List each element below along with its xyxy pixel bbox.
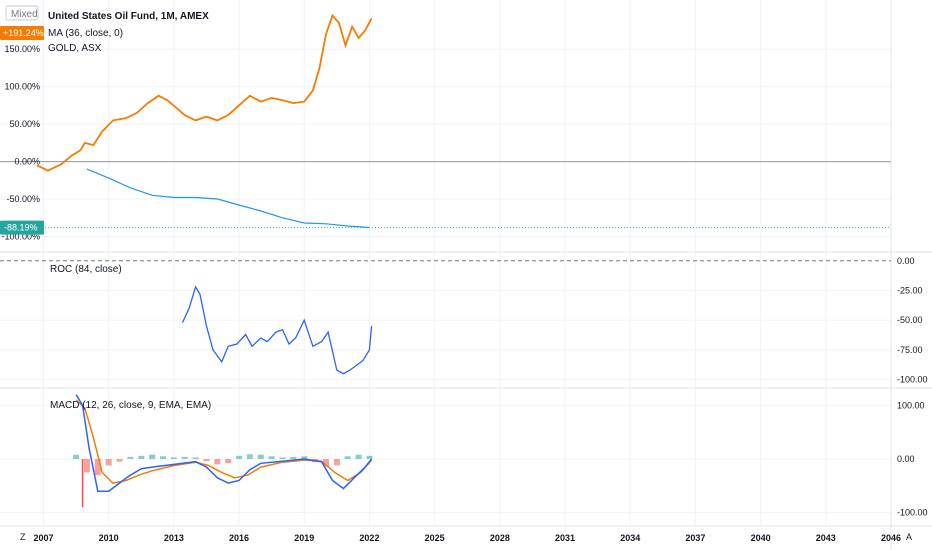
ma-value-badge: -88.19% [0, 220, 44, 235]
main-y-tick-label: 50.00% [9, 119, 40, 129]
x-tick-label: 2043 [816, 533, 836, 543]
main-y-tick-label: 0.00% [14, 157, 40, 167]
x-tick-label: 2013 [164, 533, 184, 543]
macd-line[interactable] [75, 394, 373, 492]
ma-series-line[interactable] [86, 168, 370, 229]
main-y-tick-label: -100.00% [1, 232, 40, 242]
roc-y-tick-label: -75.00 [897, 345, 923, 355]
macd-histogram-bar [116, 459, 123, 462]
roc-y-tick-label: -25.00 [897, 285, 923, 295]
macd-histogram-bar [366, 455, 373, 459]
main-y-tick-label: -50.00% [6, 194, 40, 204]
roc-pane: 0.00 -25.00 -50.00 -75.00 -100.00 [0, 256, 928, 385]
x-tick-label: 2031 [555, 533, 575, 543]
macd-histogram-bar [94, 459, 101, 476]
x-tick-label: 2016 [229, 533, 249, 543]
main-y-tick-labels: 150.00% 100.00% 50.00% 0.00% -50.00% -100.00% [1, 44, 40, 241]
macd-histogram-bar [257, 454, 264, 459]
x-tick-label: 2034 [620, 533, 640, 543]
macd-histogram-bar [290, 456, 297, 459]
macd-y-tick-label: 0.00 [897, 454, 915, 464]
ma-legend[interactable]: MA (36, close, 0) [48, 28, 123, 39]
macd-histogram-bar [83, 459, 90, 473]
macd-histogram-bar [279, 457, 286, 459]
roc-y-tick-label: 0.00 [897, 256, 915, 266]
gold-legend[interactable]: GOLD, ASX [48, 43, 102, 54]
macd-pane: 100.00 0.00 -100.00 [73, 394, 928, 518]
roc-y-tick-labels: 0.00 -25.00 -50.00 -75.00 -100.00 [897, 256, 928, 385]
macd-histogram-bar [246, 454, 253, 459]
roc-series-line[interactable] [181, 285, 373, 375]
x-tick-label: 2040 [751, 533, 771, 543]
x-tick-label: 2022 [359, 533, 379, 543]
macd-histogram-bar [127, 456, 134, 459]
series-title[interactable]: United States Oil Fund, 1M, AMEX [48, 11, 209, 22]
main-y-tick-label: 150.00% [4, 44, 40, 54]
macd-histogram-bar [149, 454, 156, 459]
macd-histogram-bar [138, 455, 145, 459]
macd-histogram-bar [105, 459, 112, 466]
x-tick-label: 2046 [881, 533, 901, 543]
gold-series-line[interactable] [36, 13, 373, 172]
macd-histogram-bar [236, 455, 243, 459]
roc-y-tick-label: -100.00 [897, 375, 928, 385]
roc-legend[interactable]: ROC (84, close) [50, 264, 122, 275]
main-pane: 150.00% 100.00% 50.00% 0.00% -50.00% -100.00% [0, 13, 891, 242]
x-tick-label: 2019 [294, 533, 314, 543]
macd-histogram-bar [73, 454, 80, 459]
macd-signal-line[interactable] [75, 399, 373, 484]
scale-mode-button[interactable] [5, 5, 39, 21]
macd-histogram-bar [323, 459, 329, 467]
macd-histogram-bar [355, 454, 362, 459]
x-tick-label: 2010 [99, 533, 119, 543]
macd-legend[interactable]: MACD (12, 26, close, 9, EMA, EMA) [50, 400, 211, 411]
x-tick-label: 2025 [425, 533, 445, 543]
scale-mode-label[interactable]: Mixed [11, 9, 38, 20]
macd-histogram-bar [214, 459, 221, 465]
macd-y-tick-label: -100.00 [897, 508, 928, 518]
auto-scale-button[interactable]: A [906, 532, 912, 542]
x-tick-label: 2037 [685, 533, 705, 543]
time-axis[interactable]: 2007 2010 2013 2016 2019 2022 2025 2028 2031 2034… [33, 533, 901, 543]
time-zone-button[interactable]: Z [20, 532, 26, 542]
macd-histogram-bar [170, 457, 177, 459]
x-tick-label: 2007 [33, 533, 53, 543]
roc-y-tick-label: -50.00 [897, 315, 923, 325]
macd-histogram-bar [268, 456, 275, 459]
ma-value-text: -88.19% [4, 223, 38, 233]
macd-y-tick-labels: 100.00 0.00 -100.00 [897, 400, 928, 517]
macd-histogram [73, 454, 373, 508]
main-legend: Mixed United States Oil Fund, 1M, AMEX M… [5, 5, 209, 54]
gold-value-text: +191.24% [3, 28, 44, 38]
macd-histogram-bar [160, 456, 166, 459]
macd-histogram-bar [333, 459, 340, 466]
macd-histogram-bar [301, 456, 308, 459]
macd-histogram-bar [203, 459, 210, 462]
macd-histogram-bar [192, 457, 199, 459]
macd-impulse-bar [81, 459, 84, 508]
x-tick-label: 2028 [490, 533, 510, 543]
macd-histogram-bar [225, 459, 232, 464]
main-y-tick-label: 100.00% [4, 82, 40, 92]
gold-value-badge: +191.24% [0, 26, 44, 40]
macd-y-tick-label: 100.00 [897, 400, 925, 410]
macd-histogram-bar [344, 456, 351, 459]
macd-histogram-bar [181, 456, 188, 459]
